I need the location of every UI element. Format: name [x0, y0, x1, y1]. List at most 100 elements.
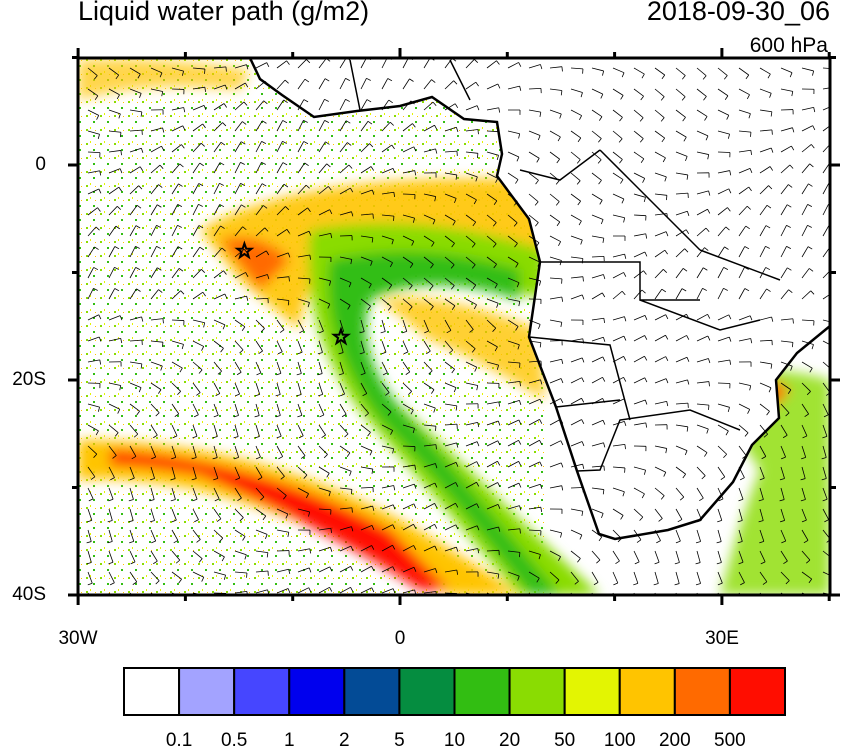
wind-barb [759, 67, 771, 79]
wind-barb [108, 67, 120, 80]
wind-barb [318, 141, 330, 153]
wind-barb [717, 207, 731, 216]
wind-barb [149, 487, 155, 502]
wind-barb [402, 235, 415, 246]
wind-barb [696, 130, 709, 141]
wind-barb [339, 507, 353, 513]
wind-barb [108, 168, 123, 174]
wind-barb [255, 361, 262, 376]
map-frame [76, 56, 832, 597]
wind-barb [444, 172, 458, 180]
wind-barb [486, 482, 501, 489]
wind-barb [654, 466, 667, 477]
wind-barb [255, 183, 267, 195]
wind-barb [654, 508, 663, 522]
wind-barb [654, 130, 666, 143]
wind-barb [465, 129, 479, 135]
wind-barb [528, 529, 542, 536]
wind-barb [801, 290, 815, 300]
wind-barb [528, 64, 543, 70]
lwp-field [78, 58, 830, 595]
wind-barb [297, 424, 304, 439]
wind-barb [129, 109, 143, 117]
wind-barb [528, 461, 543, 468]
wind-barb [801, 508, 807, 523]
wind-barb [633, 529, 642, 543]
wind-barb [87, 170, 102, 176]
wind-barb [213, 182, 224, 195]
wind-barb [360, 213, 374, 219]
wind-barb [528, 483, 543, 489]
wind-barb [318, 319, 324, 334]
wind-barb [129, 403, 140, 416]
wind-barb [360, 565, 375, 573]
wind-barb [360, 361, 366, 376]
wind-barb [591, 130, 602, 143]
wind-barb [675, 445, 688, 456]
wind-barb [738, 246, 750, 258]
wind-barb [675, 487, 685, 501]
wind-barb [212, 445, 218, 460]
wind-barb [255, 274, 270, 280]
wind-barb [359, 319, 365, 334]
wind-barb [717, 445, 727, 459]
wind-barb [297, 78, 310, 90]
wind-barb [738, 403, 751, 414]
wind-barb [444, 298, 456, 310]
wind-barb [255, 487, 265, 501]
wind-barb [633, 422, 648, 428]
wind-barb [717, 267, 729, 279]
wind-barb [759, 403, 770, 416]
wind-barb [381, 466, 395, 472]
wind-barb [612, 290, 626, 300]
colorbar-label: 10 [443, 730, 466, 750]
wind-barb [318, 424, 326, 438]
wind-barb [318, 232, 333, 239]
wind-barb [507, 193, 518, 206]
wind-barb [423, 101, 437, 111]
wind-barb [171, 144, 185, 153]
wind-barb [381, 298, 392, 311]
wind-barb [801, 268, 814, 279]
lon-label: 0 [394, 628, 406, 649]
wind-barb [507, 439, 522, 447]
wind-barb [570, 193, 581, 206]
wind-barb [150, 340, 164, 348]
wind-barb [150, 571, 160, 585]
wind-barb [654, 67, 666, 80]
wind-barb [633, 251, 648, 258]
wind-barb [339, 298, 351, 310]
wind-barb [171, 445, 177, 460]
wind-barb [486, 440, 501, 447]
wind-barb [171, 529, 179, 544]
wind-barb [402, 100, 415, 111]
wind-barb [507, 235, 518, 248]
wind-barb [381, 277, 393, 290]
wind-barb [423, 403, 436, 413]
wind-barb [255, 466, 263, 481]
wind-barb [318, 382, 324, 397]
wind-barb [738, 466, 745, 481]
wind-barb [423, 148, 438, 154]
wind-barb [213, 529, 224, 542]
wind-barb [570, 338, 585, 344]
wind-barb [129, 129, 143, 135]
wind-barb [423, 424, 437, 432]
wind-barb [297, 59, 311, 69]
wind-barb [339, 235, 353, 241]
wind-barb [233, 403, 239, 418]
wind-barb [738, 487, 744, 502]
wind-barb [654, 424, 668, 430]
wind-barb [696, 358, 711, 364]
wind-barb [171, 246, 183, 258]
wind-barb [318, 98, 329, 111]
wind-barb [822, 571, 830, 576]
wind-barb [738, 130, 752, 137]
wind-barb [780, 424, 788, 439]
wind-barb [780, 145, 795, 153]
wind-barb [150, 67, 163, 78]
wind-barb [381, 504, 396, 510]
wind-barb [759, 288, 771, 300]
wind-barb [570, 529, 583, 540]
wind-barb [654, 356, 669, 363]
